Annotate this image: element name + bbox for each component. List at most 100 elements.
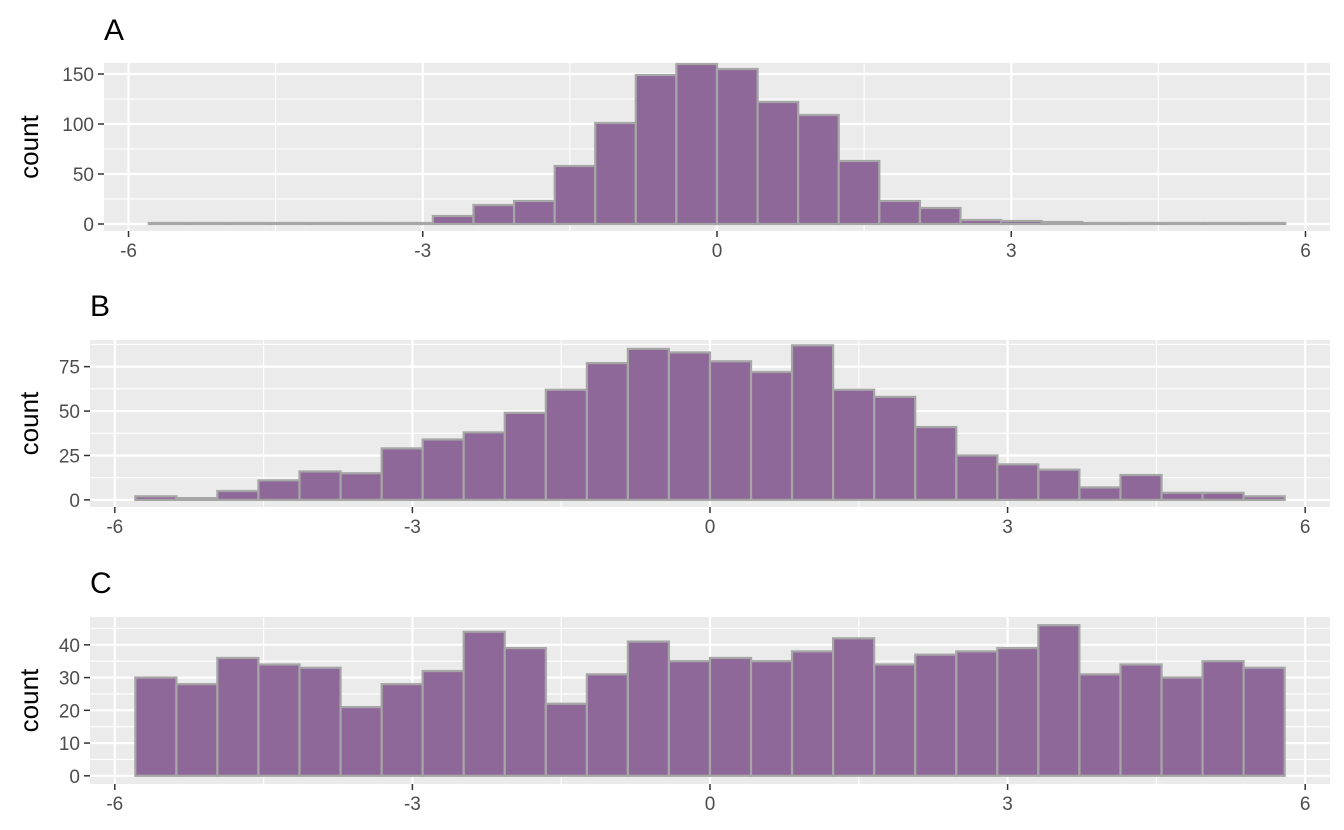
histogram-bar [626,640,671,777]
histogram-bar [134,495,178,501]
histogram-bar [873,663,917,777]
histogram-bar [715,67,759,226]
histogram-bar [996,463,1040,501]
histogram-bar [462,630,506,777]
histogram-bar [1202,221,1246,226]
histogram-bar [257,663,301,777]
x-tick-label: -6 [106,517,123,538]
histogram-bar [999,219,1043,226]
histogram-bar [512,199,556,226]
y-tick-label: 0 [69,767,80,788]
y-tick-label: 40 [59,636,80,657]
y-axis-title: count [14,391,44,455]
histogram-bar [914,653,958,777]
panel-b: -6 -3 0 3 6 0 25 50 75 count B [14,290,1330,538]
y-axis-title: count [14,668,44,732]
x-tick-label: 0 [705,517,716,538]
histogram-bar [1040,220,1084,226]
histogram-bar [594,121,637,226]
histogram-bar [1037,468,1081,501]
y-tick-label: 100 [62,115,94,136]
histogram-bar [228,221,272,226]
histogram-bar [1201,491,1245,501]
histogram-bar [462,431,506,501]
histogram-bar [790,650,835,777]
histogram-bar [175,683,219,777]
histogram-bar [585,673,630,777]
histogram-bar [1243,221,1287,226]
histogram-bar [380,447,424,501]
histogram-bar [873,395,917,501]
histogram-bar [269,221,313,226]
histogram-bar [918,206,962,226]
y-tick-label: 150 [62,65,94,86]
x-tick-label: 3 [1002,794,1013,815]
histogram-bar [339,472,383,501]
histogram-bar [1119,473,1163,501]
histogram-bar [1078,486,1122,501]
histogram-bar [175,497,219,501]
histogram-bar [1201,660,1245,777]
histogram-bar [298,666,342,777]
histogram-bar [585,361,630,501]
histogram-bar [1037,624,1081,777]
histogram-bar [667,351,712,501]
histogram-bar [380,683,424,777]
histogram-bar [675,62,719,226]
panel-a: -6 -3 0 3 6 0 50 100 150 count A [14,14,1330,262]
histogram-bar [626,347,671,501]
histogram-bar [878,199,922,226]
y-tick-label: 0 [69,491,80,512]
panel-c: -6 -3 0 3 6 0 10 20 30 40 count C [14,567,1330,815]
histogram-bar [391,221,435,226]
histogram-bar [1081,221,1124,226]
histogram-bar [216,489,260,501]
histogram-bar [503,411,547,501]
histogram-bar [708,360,753,501]
histogram-bar [544,702,588,777]
histogram-bar [832,637,876,777]
y-tick-label: 0 [83,215,94,236]
panel-tag: A [104,14,124,47]
histogram-bar [1160,491,1204,501]
histogram-bar [1162,221,1206,226]
panel-tag: C [90,567,112,600]
histogram-bar [996,647,1040,777]
histogram-bar [472,203,516,226]
histogram-bar [431,214,475,226]
histogram-bar [553,164,597,226]
y-tick-label: 25 [59,446,80,467]
histogram-bar [188,221,232,226]
histogram-bar [832,388,876,501]
y-tick-label: 20 [59,701,80,722]
histogram-bar [1119,663,1163,777]
histogram-bar [134,676,178,777]
y-tick-label: 50 [73,165,94,186]
histogram-bar [914,425,958,501]
x-tick-label: 0 [712,241,723,262]
y-tick-label: 30 [59,669,80,690]
histogram-bar [1121,221,1165,226]
histogram-bar [257,479,301,501]
histogram-bar [955,454,999,501]
y-tick-label: 10 [59,734,80,755]
histogram-bar [837,159,881,226]
x-tick-label: 3 [1002,517,1013,538]
x-tick-label: -6 [106,794,123,815]
histogram-bar [339,705,383,777]
histogram-bar [790,344,835,501]
histogram-bar [544,388,588,501]
x-tick-label: 3 [1006,241,1017,262]
histogram-bar [421,669,465,777]
y-tick-label: 50 [59,402,80,423]
histogram-bar [1242,495,1286,501]
histogram-bar [298,470,342,501]
histogram-bar [350,221,394,226]
x-tick-label: -3 [404,517,421,538]
histogram-bar [1160,676,1204,777]
histogram-bar [310,221,353,226]
x-tick-label: -3 [414,241,431,262]
histogram-bar [1078,673,1122,777]
